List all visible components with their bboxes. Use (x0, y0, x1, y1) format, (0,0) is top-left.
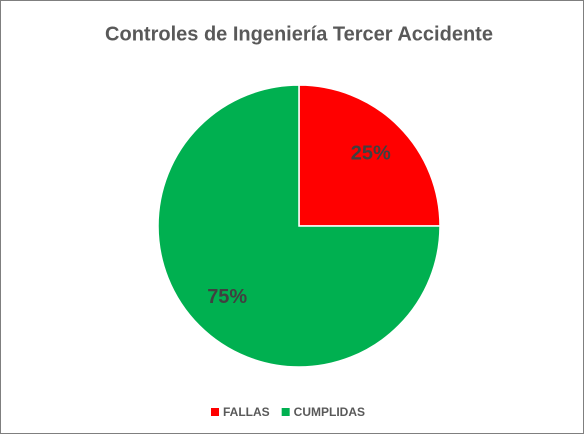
legend-swatch (281, 408, 290, 416)
chart-title: Controles de Ingeniería Tercer Accidente (105, 23, 493, 45)
data-label: 75% (207, 286, 247, 308)
legend-label: FALLAS (223, 405, 270, 419)
pie-slice (157, 84, 441, 368)
pie-slice (298, 84, 441, 227)
legend-label: CUMPLIDAS (294, 405, 365, 419)
data-label: 25% (351, 142, 391, 164)
legend-swatch (211, 408, 219, 416)
